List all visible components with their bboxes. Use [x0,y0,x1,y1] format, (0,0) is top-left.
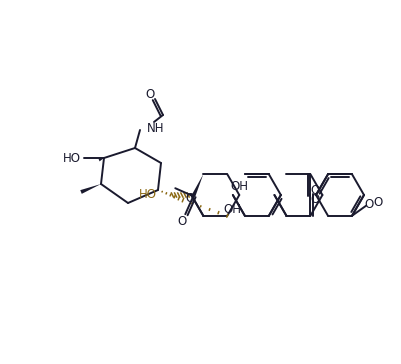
Polygon shape [80,184,101,194]
Text: NH: NH [147,122,164,135]
Text: OH: OH [230,180,248,193]
Text: HO: HO [139,189,157,202]
Text: O: O [185,191,194,205]
Text: OH: OH [223,203,241,216]
Text: O: O [310,184,319,197]
Text: O: O [363,198,373,211]
Text: HO: HO [63,151,81,165]
Text: O: O [310,193,319,206]
Text: O: O [373,196,382,209]
Polygon shape [98,158,104,161]
Polygon shape [191,174,203,197]
Text: O: O [145,87,154,100]
Text: O: O [177,215,186,228]
